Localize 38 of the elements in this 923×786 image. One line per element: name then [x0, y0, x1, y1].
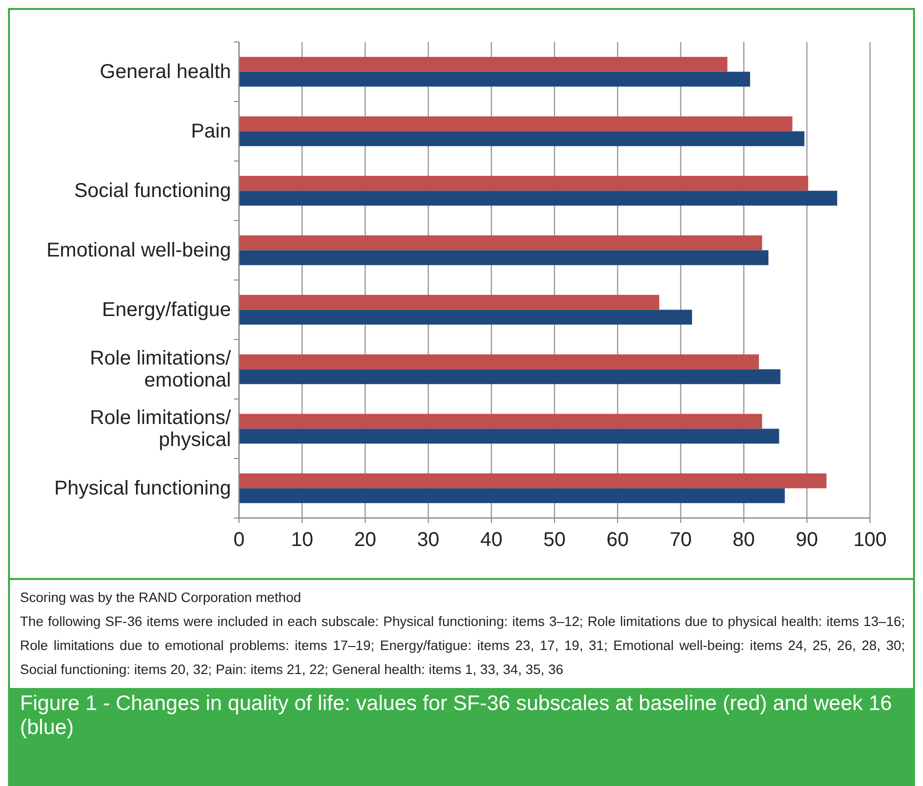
x-tick-label: 30 — [417, 529, 440, 551]
x-tick-label: 100 — [853, 529, 887, 551]
y-tick-label: General health — [100, 60, 231, 83]
bar — [239, 131, 804, 146]
bar — [239, 294, 660, 310]
x-tick-label: 60 — [606, 529, 629, 551]
text: Scoring was by the RAND Corporation method — [20, 589, 302, 607]
y-tick-label: Role limitations/ emotional — [90, 347, 232, 392]
bar — [239, 428, 780, 444]
y-tick-label: Role limitations/ physical — [90, 406, 232, 451]
x-tick-label: 70 — [670, 529, 692, 551]
y-tick-label: Social functioning — [74, 180, 231, 202]
bar — [239, 190, 838, 206]
x-tick-label: 0 — [233, 529, 245, 551]
bar — [239, 488, 785, 504]
x-tick-label: 80 — [732, 529, 755, 551]
bar — [239, 250, 768, 266]
bar — [239, 235, 762, 250]
bar — [239, 369, 780, 384]
x-tick-label: 40 — [480, 529, 503, 551]
x-tick-label: 90 — [796, 529, 818, 551]
y-tick-label: Pain — [190, 120, 231, 142]
bar — [239, 72, 750, 87]
bar — [239, 354, 759, 370]
text: Figure 1 - Changes in quality of life: values for SF-36 subscales at baseline (red) and week 16 (blue) — [20, 692, 893, 740]
bar — [239, 116, 792, 132]
x-tick-label: 10 — [290, 529, 314, 551]
y-tick-label: Emotional well-being — [46, 239, 231, 262]
text: The following SF-36 items were included in each subscale: Physical functioning: items 3–12; Role limitations due to physical health: items 13–16; Role limitations due to emotional problems: items 17–19; Energy/fatigue: items 23, 17, 19, 31; Emotional well-being: items 24, 25, 26, 28, 30; Social functioning: items 20, 32; Pain: items 21, 22; General health: items 1, 33, 34, 35, 36 — [20, 613, 905, 679]
bar — [239, 176, 808, 191]
bar — [239, 414, 762, 429]
x-tick-label: 50 — [543, 529, 566, 551]
y-tick-label: Physical functioning — [54, 477, 231, 500]
bar — [239, 473, 826, 488]
y-tick-label: Energy/fatigue — [102, 298, 231, 321]
bar — [239, 56, 728, 72]
bar — [239, 310, 692, 325]
x-tick-label: 20 — [354, 529, 376, 551]
